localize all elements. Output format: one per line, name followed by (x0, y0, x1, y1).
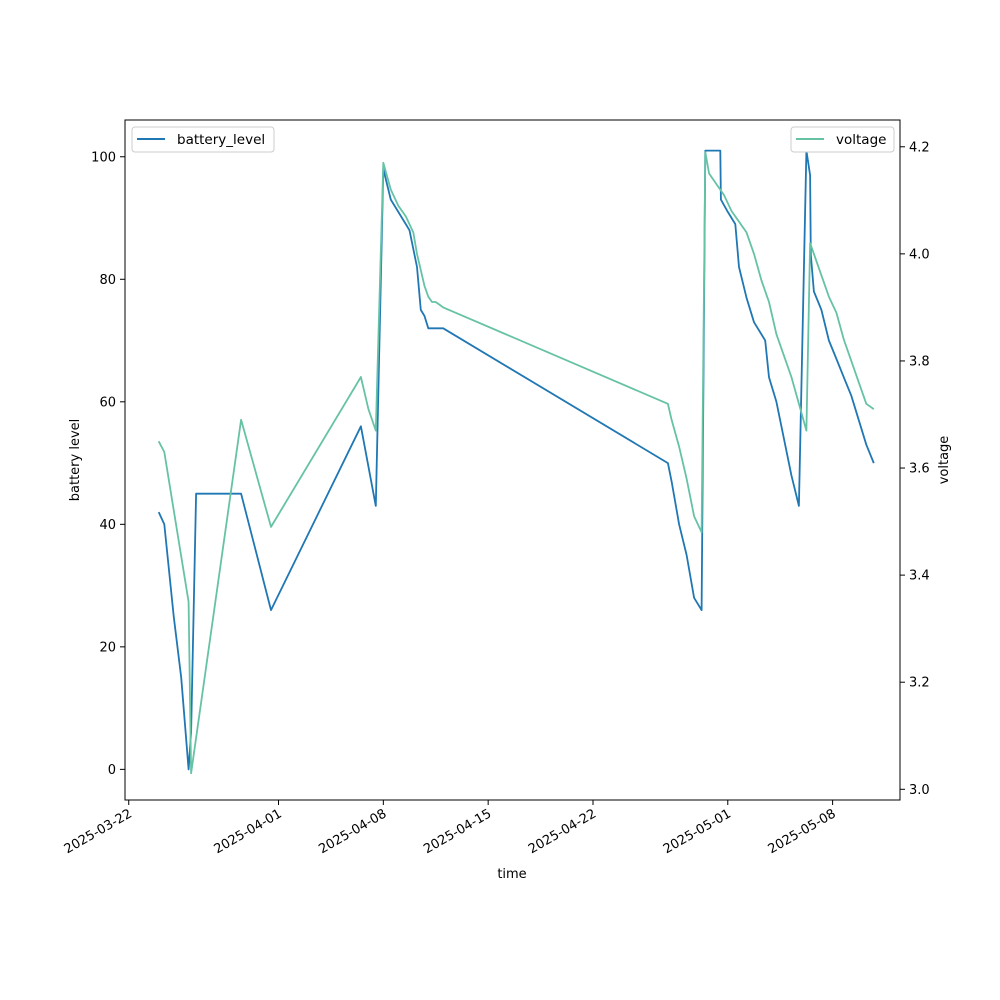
y-left-tick-label: 80 (99, 273, 116, 288)
series-layer (157, 149, 875, 775)
y-right-tick-label: 3.6 (909, 462, 930, 477)
y-right-tick-label: 3.0 (909, 783, 930, 798)
legend-label-battery-level: battery_level (177, 132, 265, 148)
y-axis-right-title: voltage (937, 436, 952, 485)
legend-label-voltage: voltage (836, 132, 886, 148)
y-right-tick-label: 4.2 (909, 140, 930, 155)
x-tick-label: 2025-05-08 (766, 806, 839, 857)
x-tick-label: 2025-03-22 (62, 806, 135, 857)
series-line-battery-level (157, 149, 875, 771)
y-left-tick-label: 60 (99, 395, 116, 410)
legend-voltage: voltage (790, 126, 895, 153)
series-line-voltage (157, 151, 875, 775)
y-left-tick-label: 100 (91, 150, 116, 165)
x-tick-label: 2025-04-22 (526, 806, 599, 857)
y-axis-left-title: battery level (68, 419, 83, 502)
y-right-tick-label: 3.4 (909, 569, 930, 584)
y-left-tick-label: 40 (99, 518, 116, 533)
y-right-tick-label: 4.0 (909, 247, 930, 262)
x-tick-label: 2025-04-01 (212, 806, 285, 857)
x-tick-label: 2025-04-15 (421, 806, 494, 857)
plot-frame (124, 119, 901, 801)
y-right-tick-label: 3.8 (909, 354, 930, 369)
plot-area (125, 120, 900, 800)
x-tick-label: 2025-04-08 (316, 806, 389, 857)
legend-frame (790, 126, 895, 153)
legend-frame (131, 126, 275, 153)
x-axis-title: time (497, 867, 526, 882)
y-left-tick-label: 0 (108, 763, 116, 778)
y-right-tick-label: 3.2 (909, 676, 930, 691)
y-left-tick-label: 20 (99, 640, 116, 655)
legend-battery-level: battery_level (131, 126, 275, 153)
x-tick-label: 2025-05-01 (661, 806, 734, 857)
